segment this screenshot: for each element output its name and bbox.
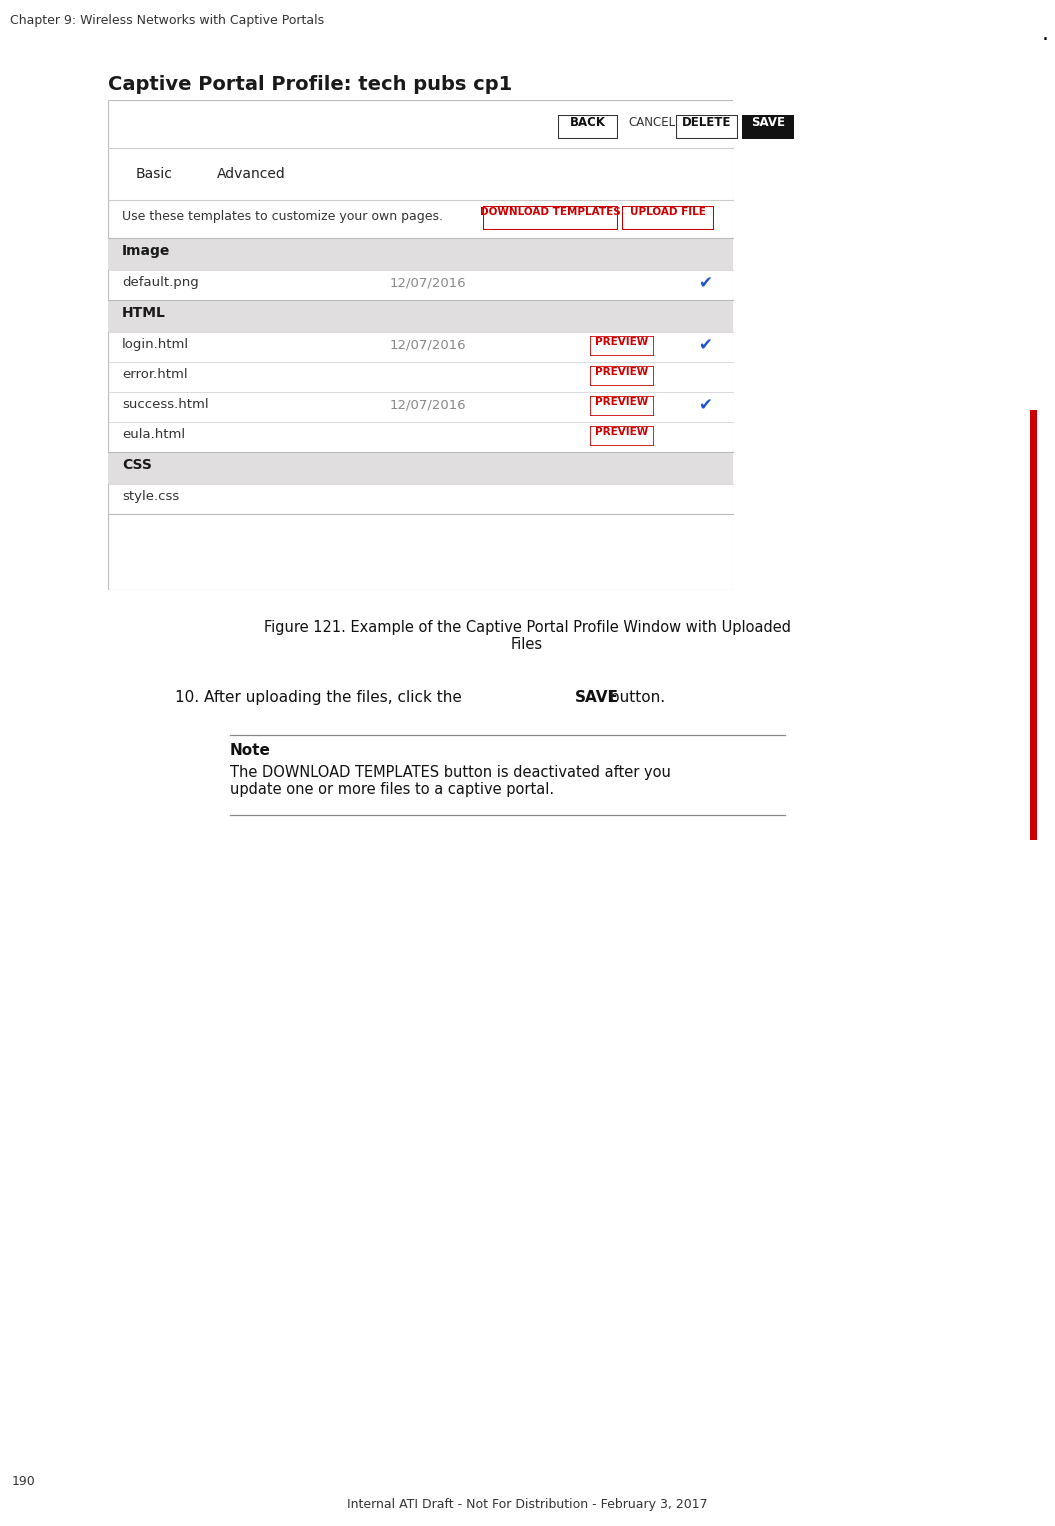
Text: Use these templates to customize your own pages.: Use these templates to customize your ow… bbox=[122, 211, 443, 223]
Text: DELETE: DELETE bbox=[683, 116, 732, 130]
Text: 10. After uploading the files, click the: 10. After uploading the files, click the bbox=[175, 690, 466, 705]
Text: ✔: ✔ bbox=[698, 275, 712, 291]
Text: SAVE: SAVE bbox=[751, 116, 785, 130]
Text: Captive Portal Profile: tech pubs cp1: Captive Portal Profile: tech pubs cp1 bbox=[108, 75, 513, 95]
Text: login.html: login.html bbox=[122, 337, 189, 351]
Circle shape bbox=[200, 166, 213, 179]
Text: Figure 121. Example of the Captive Portal Profile Window with Uploaded
Files: Figure 121. Example of the Captive Porta… bbox=[264, 620, 790, 653]
Text: Basic: Basic bbox=[136, 166, 173, 182]
Text: CSS: CSS bbox=[122, 458, 152, 472]
Circle shape bbox=[204, 169, 211, 177]
Text: PREVIEW: PREVIEW bbox=[595, 337, 649, 346]
Text: CANCEL: CANCEL bbox=[628, 116, 675, 130]
Text: 190: 190 bbox=[12, 1476, 36, 1488]
Text: PREVIEW: PREVIEW bbox=[595, 427, 649, 436]
Text: ·: · bbox=[1042, 31, 1049, 50]
Text: default.png: default.png bbox=[122, 276, 198, 288]
Text: PREVIEW: PREVIEW bbox=[595, 366, 649, 377]
Text: Image: Image bbox=[122, 244, 170, 258]
Text: DOWNLOAD TEMPLATES: DOWNLOAD TEMPLATES bbox=[480, 208, 620, 217]
Text: HTML: HTML bbox=[122, 307, 166, 320]
Text: 12/07/2016: 12/07/2016 bbox=[390, 276, 466, 288]
Text: button.: button. bbox=[605, 690, 665, 705]
Text: ✔: ✔ bbox=[698, 397, 712, 414]
Text: The DOWNLOAD TEMPLATES button is deactivated after you
update one or more files : The DOWNLOAD TEMPLATES button is deactiv… bbox=[230, 765, 671, 798]
Text: UPLOAD FILE: UPLOAD FILE bbox=[630, 208, 706, 217]
Circle shape bbox=[120, 166, 133, 179]
Text: BACK: BACK bbox=[570, 116, 606, 130]
Text: style.css: style.css bbox=[122, 490, 179, 504]
Text: 12/07/2016: 12/07/2016 bbox=[390, 337, 466, 351]
Text: SAVE: SAVE bbox=[575, 690, 619, 705]
Text: Chapter 9: Wireless Networks with Captive Portals: Chapter 9: Wireless Networks with Captiv… bbox=[9, 14, 324, 27]
Text: Internal ATI Draft - Not For Distribution - February 3, 2017: Internal ATI Draft - Not For Distributio… bbox=[347, 1499, 707, 1511]
Text: error.html: error.html bbox=[122, 368, 188, 382]
Text: ✔: ✔ bbox=[698, 336, 712, 354]
Text: success.html: success.html bbox=[122, 398, 209, 410]
Text: 12/07/2016: 12/07/2016 bbox=[390, 398, 466, 410]
Text: eula.html: eula.html bbox=[122, 427, 185, 441]
Text: PREVIEW: PREVIEW bbox=[595, 397, 649, 407]
Text: Advanced: Advanced bbox=[217, 166, 286, 182]
Text: Note: Note bbox=[230, 743, 271, 758]
